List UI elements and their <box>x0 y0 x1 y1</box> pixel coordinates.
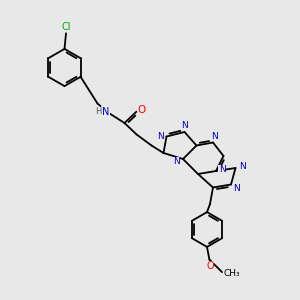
Text: N: N <box>181 122 188 130</box>
Text: H: H <box>95 107 102 116</box>
Text: O: O <box>206 261 214 271</box>
Text: N: N <box>173 158 180 166</box>
Text: N: N <box>157 132 164 141</box>
Text: Cl: Cl <box>61 22 71 32</box>
Text: CH₃: CH₃ <box>223 269 240 278</box>
Text: N: N <box>102 107 109 117</box>
Text: N: N <box>234 184 240 193</box>
Text: O: O <box>138 105 146 115</box>
Text: N: N <box>211 132 218 141</box>
Text: N: N <box>219 165 225 174</box>
Text: N: N <box>239 162 245 171</box>
